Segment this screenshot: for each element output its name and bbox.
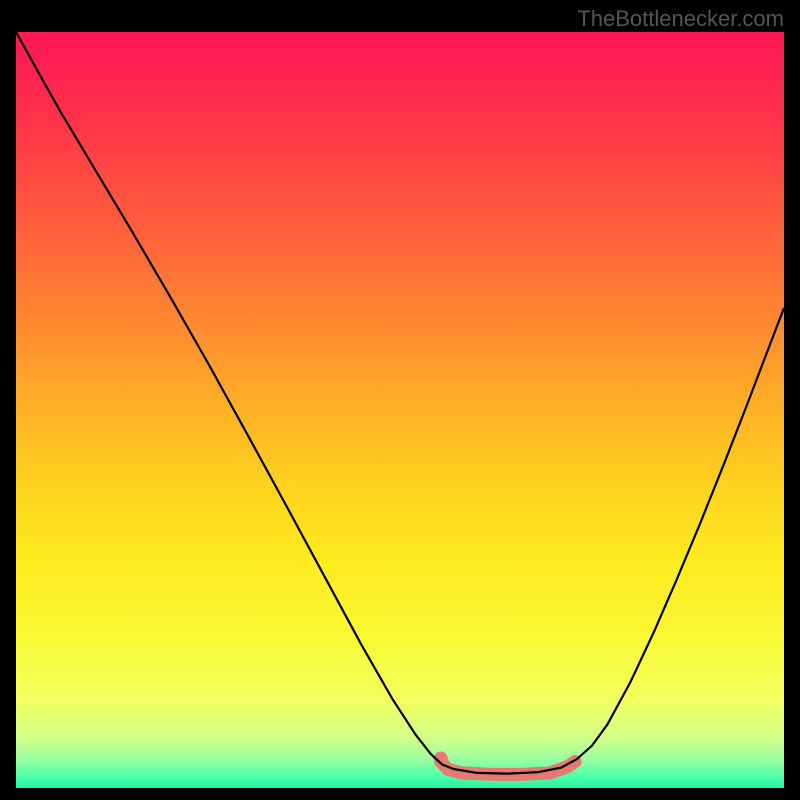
bottleneck-chart [16, 32, 784, 788]
chart-curve-layer [16, 32, 784, 788]
bottleneck-curve [16, 32, 784, 774]
watermark-text: TheBottlenecker.com [577, 6, 784, 32]
